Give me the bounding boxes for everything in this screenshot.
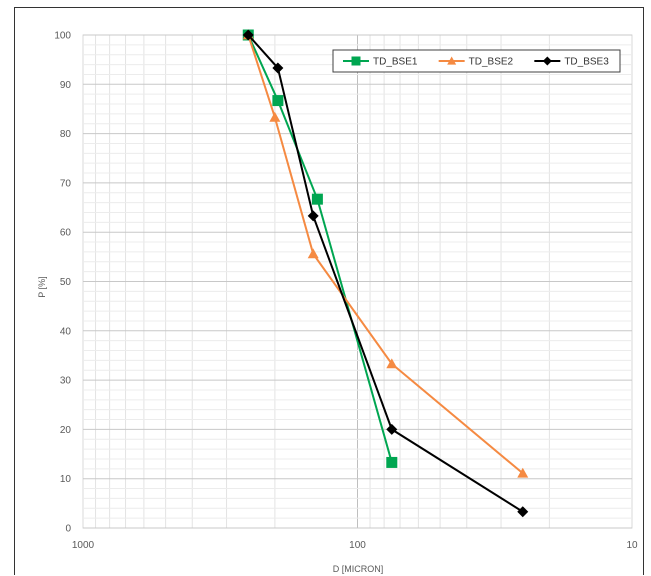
y-tick-label: 40 [60, 326, 72, 337]
legend-label: TD_BSE3 [564, 57, 609, 68]
x-tick-label: 100 [349, 540, 366, 551]
series-line [247, 34, 524, 475]
chart-frame: 0 10 20 30 40 50 60 70 80 90 100 1000 100 10 TD_BSE1 T… [14, 7, 644, 575]
series-3 [242, 29, 529, 518]
data-point [242, 29, 254, 41]
legend-item: TD_BSE2 [438, 56, 514, 68]
data-point [307, 210, 319, 222]
data-point [386, 358, 398, 369]
y-tick-label: 60 [60, 228, 72, 239]
x-tick-label: 1000 [72, 540, 95, 551]
data-point [542, 56, 552, 66]
axis-layer: 0 10 20 30 40 50 60 70 80 90 100 1000 100 10 [54, 31, 638, 552]
legend-box [332, 49, 621, 73]
data-point [269, 111, 281, 122]
data-point [272, 95, 284, 107]
y-tick-label: 30 [60, 376, 72, 387]
y-tick-label: 90 [60, 80, 72, 91]
series-layer [242, 29, 529, 518]
data-point [517, 467, 529, 478]
data-point [351, 56, 361, 66]
legend-label: TD_BSE2 [469, 57, 514, 68]
y-tick-label: 70 [60, 178, 72, 189]
data-point [386, 423, 398, 435]
grid-layer [82, 34, 633, 529]
series-1 [242, 29, 398, 468]
data-point [272, 62, 284, 74]
data-point [311, 193, 323, 205]
data-point [447, 56, 457, 65]
y-tick-label: 10 [60, 474, 72, 485]
y-tick-label: 50 [60, 277, 72, 288]
data-point [386, 456, 398, 468]
y-tick-label: 20 [60, 425, 72, 436]
y-tick-label: 80 [60, 129, 72, 140]
legend: TD_BSE1 TD_BSE2 TD_BSE3 [332, 49, 621, 73]
data-point [307, 248, 319, 259]
legend-item: TD_BSE1 [343, 56, 418, 68]
legend-item: TD_BSE3 [534, 56, 609, 68]
y-axis-title: P [%] [37, 276, 47, 297]
legend-label: TD_BSE1 [373, 57, 418, 68]
y-tick-label: 100 [54, 31, 71, 42]
x-axis-title: D [MICRON] [333, 564, 384, 574]
data-point [517, 506, 529, 518]
y-tick-label: 0 [65, 524, 71, 535]
x-tick-label: 10 [626, 540, 638, 551]
